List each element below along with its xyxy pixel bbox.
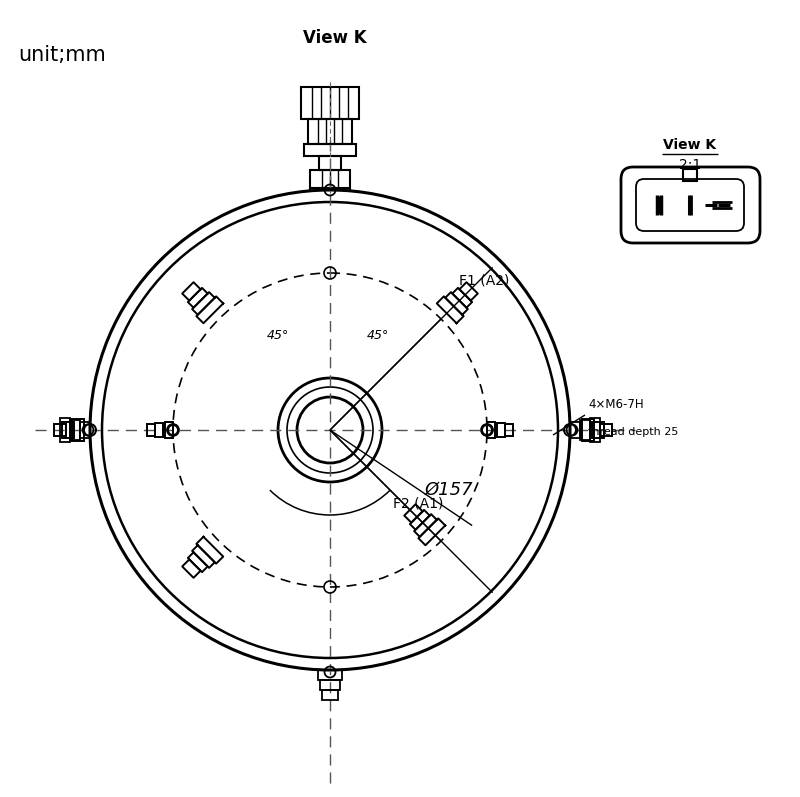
Bar [487,422,495,438]
Bar [319,156,341,170]
Bar [322,690,338,700]
Bar [505,424,513,436]
Bar [600,424,612,436]
Bar [147,424,155,436]
Bar [320,680,340,690]
Bar [301,87,359,119]
Text: thread depth 25: thread depth 25 [588,427,678,437]
Bar [60,418,70,442]
Bar [570,422,580,438]
Bar [304,144,356,156]
Bar [80,422,90,438]
Bar [155,423,163,437]
Bar [318,670,342,680]
Bar [165,422,173,438]
Bar [308,119,352,144]
Bar [580,420,590,440]
Text: F2 (A1): F2 (A1) [393,496,443,510]
Bar [497,423,505,437]
Text: F1 (A2): F1 (A2) [459,274,510,288]
Bar [592,422,604,438]
Bar [683,169,697,181]
Text: Ø157: Ø157 [425,481,474,499]
Text: unit;mm: unit;mm [18,45,106,65]
Bar [590,418,600,442]
Text: View K: View K [663,138,717,152]
Text: 45°: 45° [267,328,289,341]
Bar [54,424,66,436]
Text: 4×M6-7H: 4×M6-7H [588,398,644,411]
Bar [310,170,350,188]
Text: 2:1: 2:1 [679,158,701,172]
Bar [582,419,594,441]
Text: View K: View K [303,29,367,47]
Text: 45°: 45° [367,328,389,341]
Bar [70,420,80,440]
Bar [72,419,84,441]
Bar [62,422,74,438]
